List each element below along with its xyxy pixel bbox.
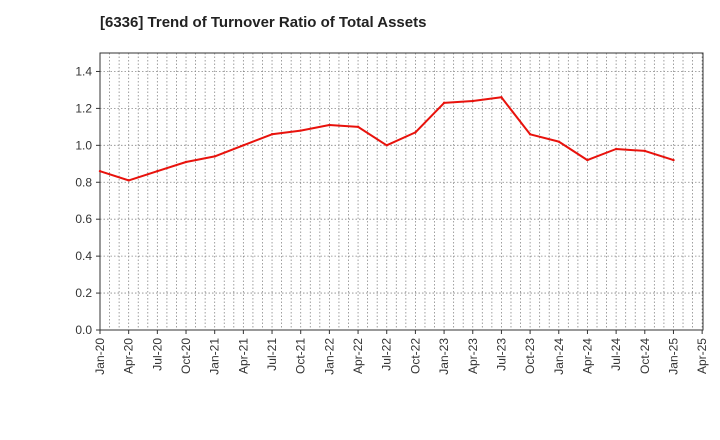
x-tick-label: Apr-20 (122, 338, 136, 374)
data-point (414, 131, 417, 134)
x-tick-label: Jan-21 (208, 338, 222, 375)
x-tick-label: Jul-20 (150, 338, 164, 371)
x-tick-label: Apr-22 (351, 338, 365, 374)
x-tick-label: Oct-20 (179, 338, 193, 374)
x-tick-label: Apr-24 (580, 338, 594, 374)
y-tick-label: 0.8 (75, 175, 92, 189)
x-tick-label: Oct-24 (638, 338, 652, 374)
plot-frame (99, 52, 704, 331)
y-tick-label: 1.4 (75, 64, 92, 78)
x-tick-label: Jan-24 (552, 338, 566, 375)
data-point (127, 179, 130, 182)
data-point (213, 155, 216, 158)
y-axis-ticks: 0.0 0.2 0.4 0.6 0.8 1.0 1.2 1.4 (75, 64, 100, 337)
x-tick-label: Jul-22 (380, 338, 394, 371)
x-axis-ticks: Jan-20 Apr-20 Jul-20 Oct-20 Jan-21 Apr-21 Jul-… (93, 330, 709, 375)
x-tick-label: Apr-25 (695, 338, 709, 374)
x-tick-label: Oct-21 (294, 338, 308, 374)
x-tick-label: Apr-23 (466, 338, 480, 374)
x-tick-label: Jan-23 (437, 338, 451, 375)
x-tick-label: Jul-21 (265, 338, 279, 371)
x-tick-label: Apr-21 (236, 338, 250, 374)
x-tick-label: Jan-20 (93, 338, 107, 375)
y-tick-label: 0.6 (75, 212, 92, 226)
x-tick-label: Jan-25 (666, 338, 680, 375)
data-points (98, 96, 675, 182)
data-point (500, 96, 503, 99)
data-point (299, 129, 302, 132)
data-point (442, 101, 446, 105)
data-point (672, 158, 675, 162)
data-point (98, 169, 102, 173)
data-point (385, 144, 388, 147)
x-tick-label: Oct-23 (523, 338, 537, 374)
x-tick-label: Jan-22 (322, 338, 336, 375)
data-point (557, 140, 560, 143)
data-point (643, 149, 646, 153)
data-point (471, 99, 474, 103)
x-tick-label: Jul-23 (494, 338, 508, 371)
data-point (242, 144, 245, 147)
x-tick-label: Oct-22 (408, 338, 422, 374)
data-point (614, 147, 618, 151)
y-tick-label: 1.0 (75, 138, 92, 152)
x-tick-label: Jul-24 (609, 338, 623, 371)
data-point (528, 133, 532, 136)
data-point (586, 158, 589, 162)
y-tick-label: 0.2 (75, 286, 92, 300)
data-point (270, 133, 274, 136)
data-point (356, 125, 360, 129)
y-tick-label: 0.4 (75, 249, 92, 263)
data-point (328, 123, 331, 127)
data-point (156, 169, 159, 173)
data-point (184, 160, 188, 164)
y-tick-label: 0.0 (75, 323, 92, 337)
chart-title: [6336] Trend of Turnover Ratio of Total … (100, 14, 427, 31)
plot-area (100, 53, 703, 330)
y-tick-label: 1.2 (75, 101, 92, 115)
